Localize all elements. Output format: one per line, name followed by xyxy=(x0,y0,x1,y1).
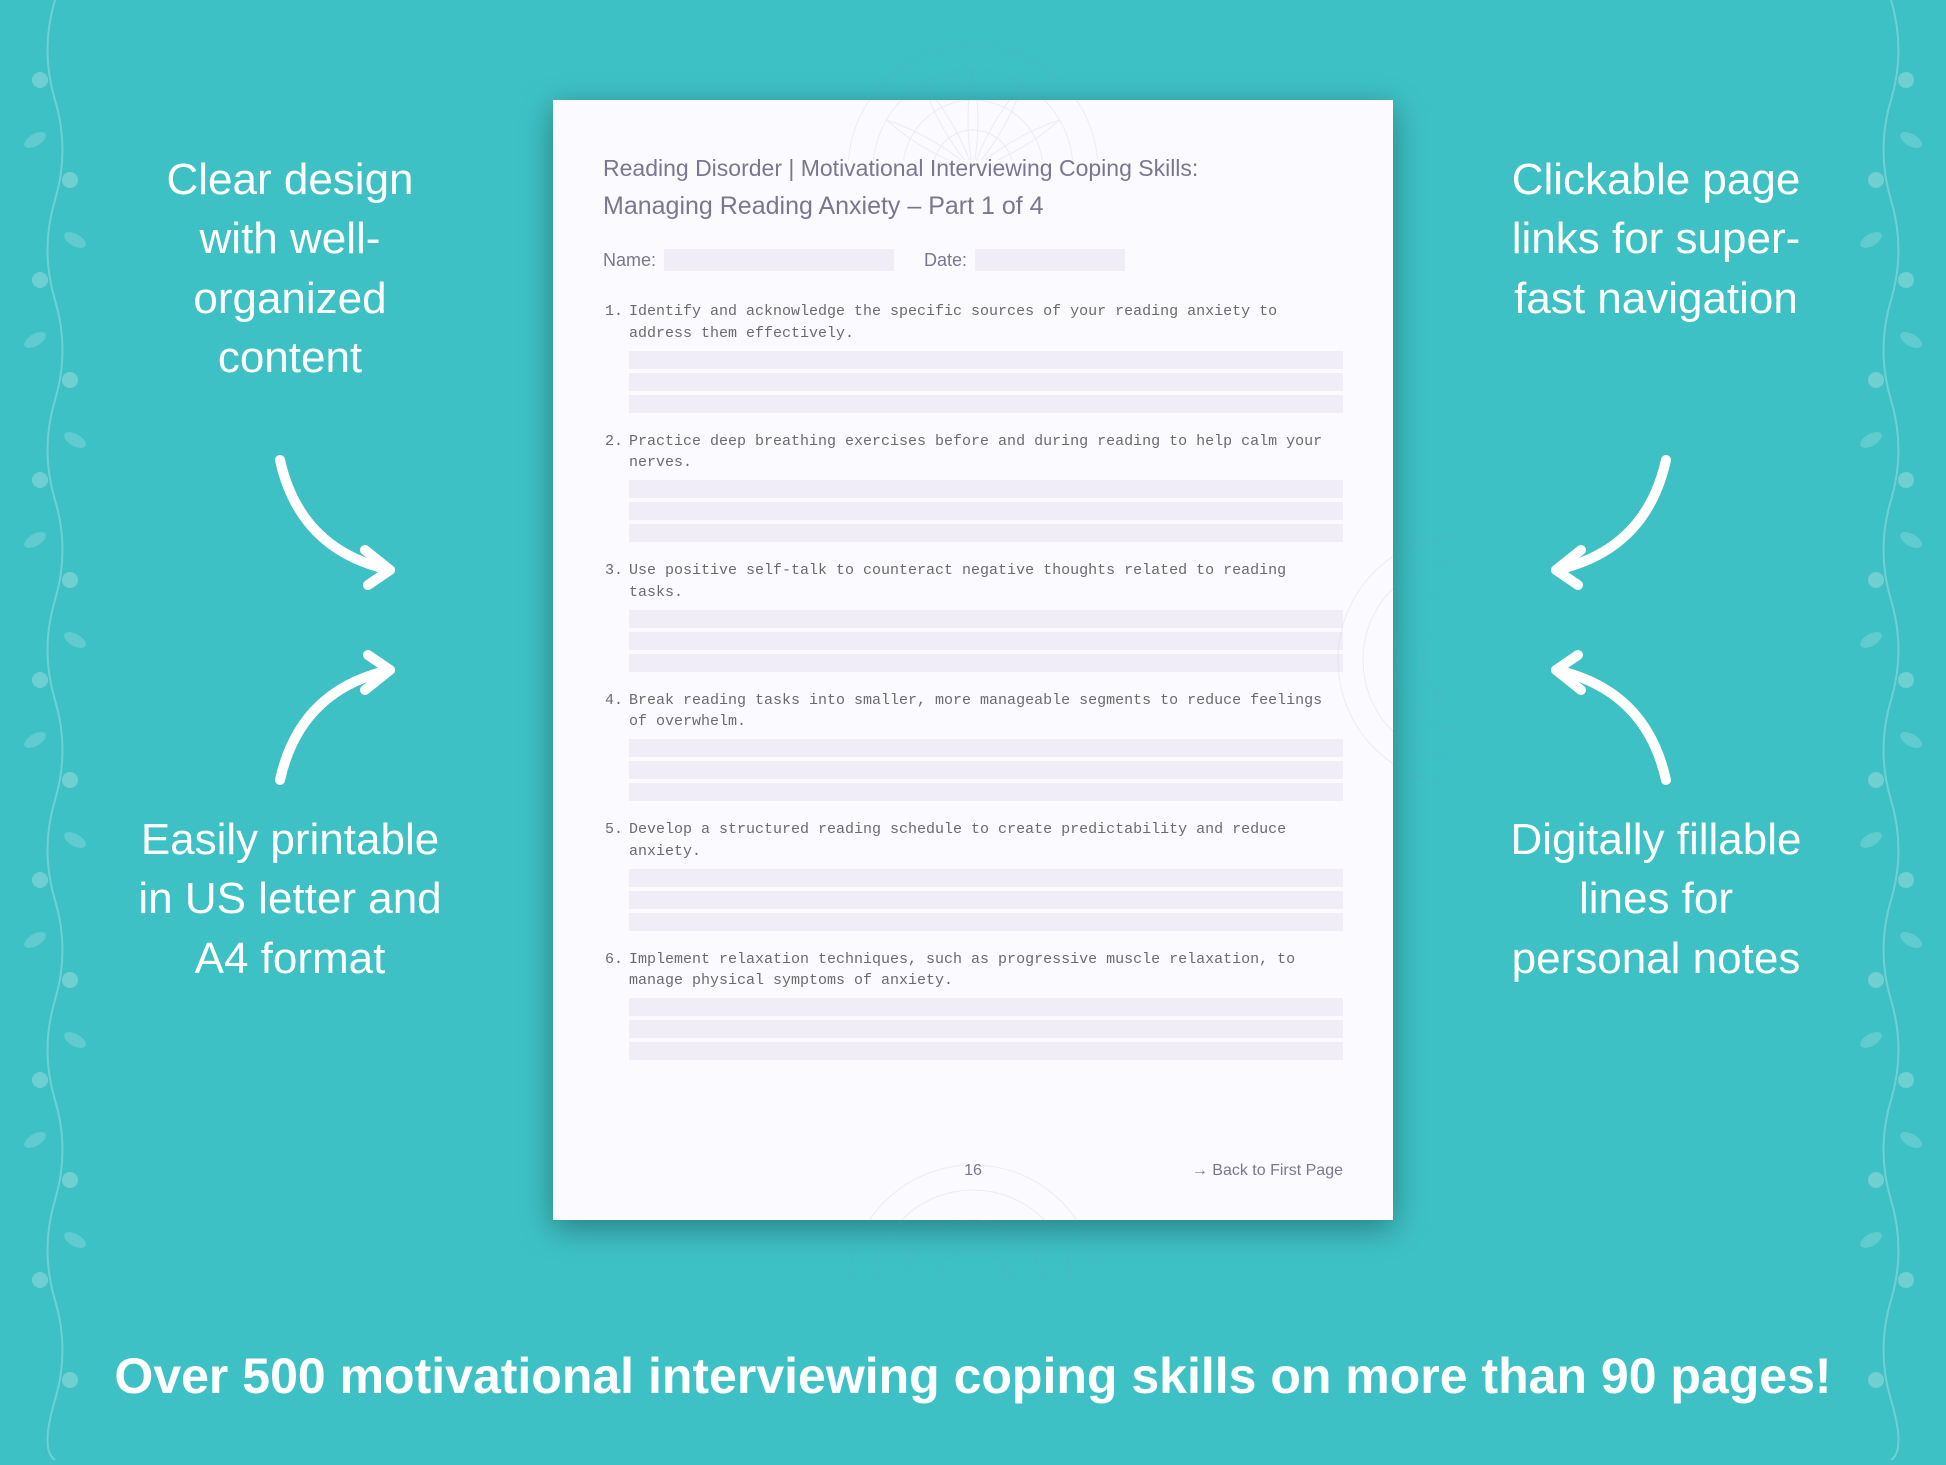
fill-line[interactable] xyxy=(629,632,1343,650)
fill-line[interactable] xyxy=(629,891,1343,909)
worksheet-item: 1.Identify and acknowledge the specific … xyxy=(603,301,1343,413)
fill-line[interactable] xyxy=(629,739,1343,757)
worksheet-items: 1.Identify and acknowledge the specific … xyxy=(603,301,1343,1162)
arrow-bottom-left-icon xyxy=(250,640,420,810)
item-number: 2. xyxy=(603,431,623,475)
item-text: Implement relaxation techniques, such as… xyxy=(629,949,1343,993)
fill-line[interactable] xyxy=(629,373,1343,391)
item-number: 3. xyxy=(603,560,623,604)
fill-line[interactable] xyxy=(629,351,1343,369)
item-text: Practice deep breathing exercises before… xyxy=(629,431,1343,475)
worksheet-item: 2.Practice deep breathing exercises befo… xyxy=(603,431,1343,543)
fill-line[interactable] xyxy=(629,502,1343,520)
arrow-bottom-right-icon xyxy=(1526,640,1696,810)
callout-top-left: Clear design with well-organized content xyxy=(130,150,450,388)
worksheet-title-line2: Managing Reading Anxiety – Part 1 of 4 xyxy=(603,192,1343,221)
item-number: 4. xyxy=(603,690,623,734)
item-number: 1. xyxy=(603,301,623,345)
floral-border-left xyxy=(10,0,100,1460)
callout-bottom-left: Easily printable in US letter and A4 for… xyxy=(130,810,450,988)
fill-line[interactable] xyxy=(629,913,1343,931)
callout-bottom-right: Digitally fillable lines for personal no… xyxy=(1496,810,1816,988)
fill-line[interactable] xyxy=(629,524,1343,542)
worksheet-item: 6.Implement relaxation techniques, such … xyxy=(603,949,1343,1061)
worksheet-item: 3.Use positive self-talk to counteract n… xyxy=(603,560,1343,672)
worksheet-page: Reading Disorder | Motivational Intervie… xyxy=(553,100,1393,1220)
worksheet-item: 4.Break reading tasks into smaller, more… xyxy=(603,690,1343,802)
floral-border-right xyxy=(1846,0,1936,1460)
worksheet-item: 5.Develop a structured reading schedule … xyxy=(603,819,1343,931)
fill-line[interactable] xyxy=(629,610,1343,628)
item-text: Develop a structured reading schedule to… xyxy=(629,819,1343,863)
item-text: Break reading tasks into smaller, more m… xyxy=(629,690,1343,734)
item-number: 5. xyxy=(603,819,623,863)
worksheet-title-line1: Reading Disorder | Motivational Intervie… xyxy=(603,155,1343,182)
name-label: Name: xyxy=(603,250,656,271)
fill-line[interactable] xyxy=(629,998,1343,1016)
date-input[interactable] xyxy=(975,249,1125,271)
fill-line[interactable] xyxy=(629,654,1343,672)
fill-line[interactable] xyxy=(629,480,1343,498)
mandala-decoration-right xyxy=(1333,530,1453,790)
fill-line[interactable] xyxy=(629,761,1343,779)
item-text: Identify and acknowledge the specific so… xyxy=(629,301,1343,345)
callout-top-right: Clickable page links for super-fast navi… xyxy=(1496,150,1816,328)
arrow-top-left-icon xyxy=(250,430,420,600)
arrow-top-right-icon xyxy=(1526,430,1696,600)
back-to-first-page-link[interactable]: → Back to First Page xyxy=(1192,1162,1343,1180)
item-number: 6. xyxy=(603,949,623,993)
name-date-row: Name: Date: xyxy=(603,249,1343,271)
fill-line[interactable] xyxy=(629,783,1343,801)
mandala-decoration-top xyxy=(843,40,1103,160)
item-text: Use positive self-talk to counteract neg… xyxy=(629,560,1343,604)
fill-line[interactable] xyxy=(629,1020,1343,1038)
page-number: 16 xyxy=(964,1162,982,1180)
fill-line[interactable] xyxy=(629,395,1343,413)
fill-line[interactable] xyxy=(629,1042,1343,1060)
name-input[interactable] xyxy=(664,249,894,271)
date-label: Date: xyxy=(924,250,967,271)
page-footer: 16 → Back to First Page xyxy=(603,1162,1343,1180)
bottom-tagline: Over 500 motivational interviewing copin… xyxy=(0,1347,1946,1405)
fill-line[interactable] xyxy=(629,869,1343,887)
